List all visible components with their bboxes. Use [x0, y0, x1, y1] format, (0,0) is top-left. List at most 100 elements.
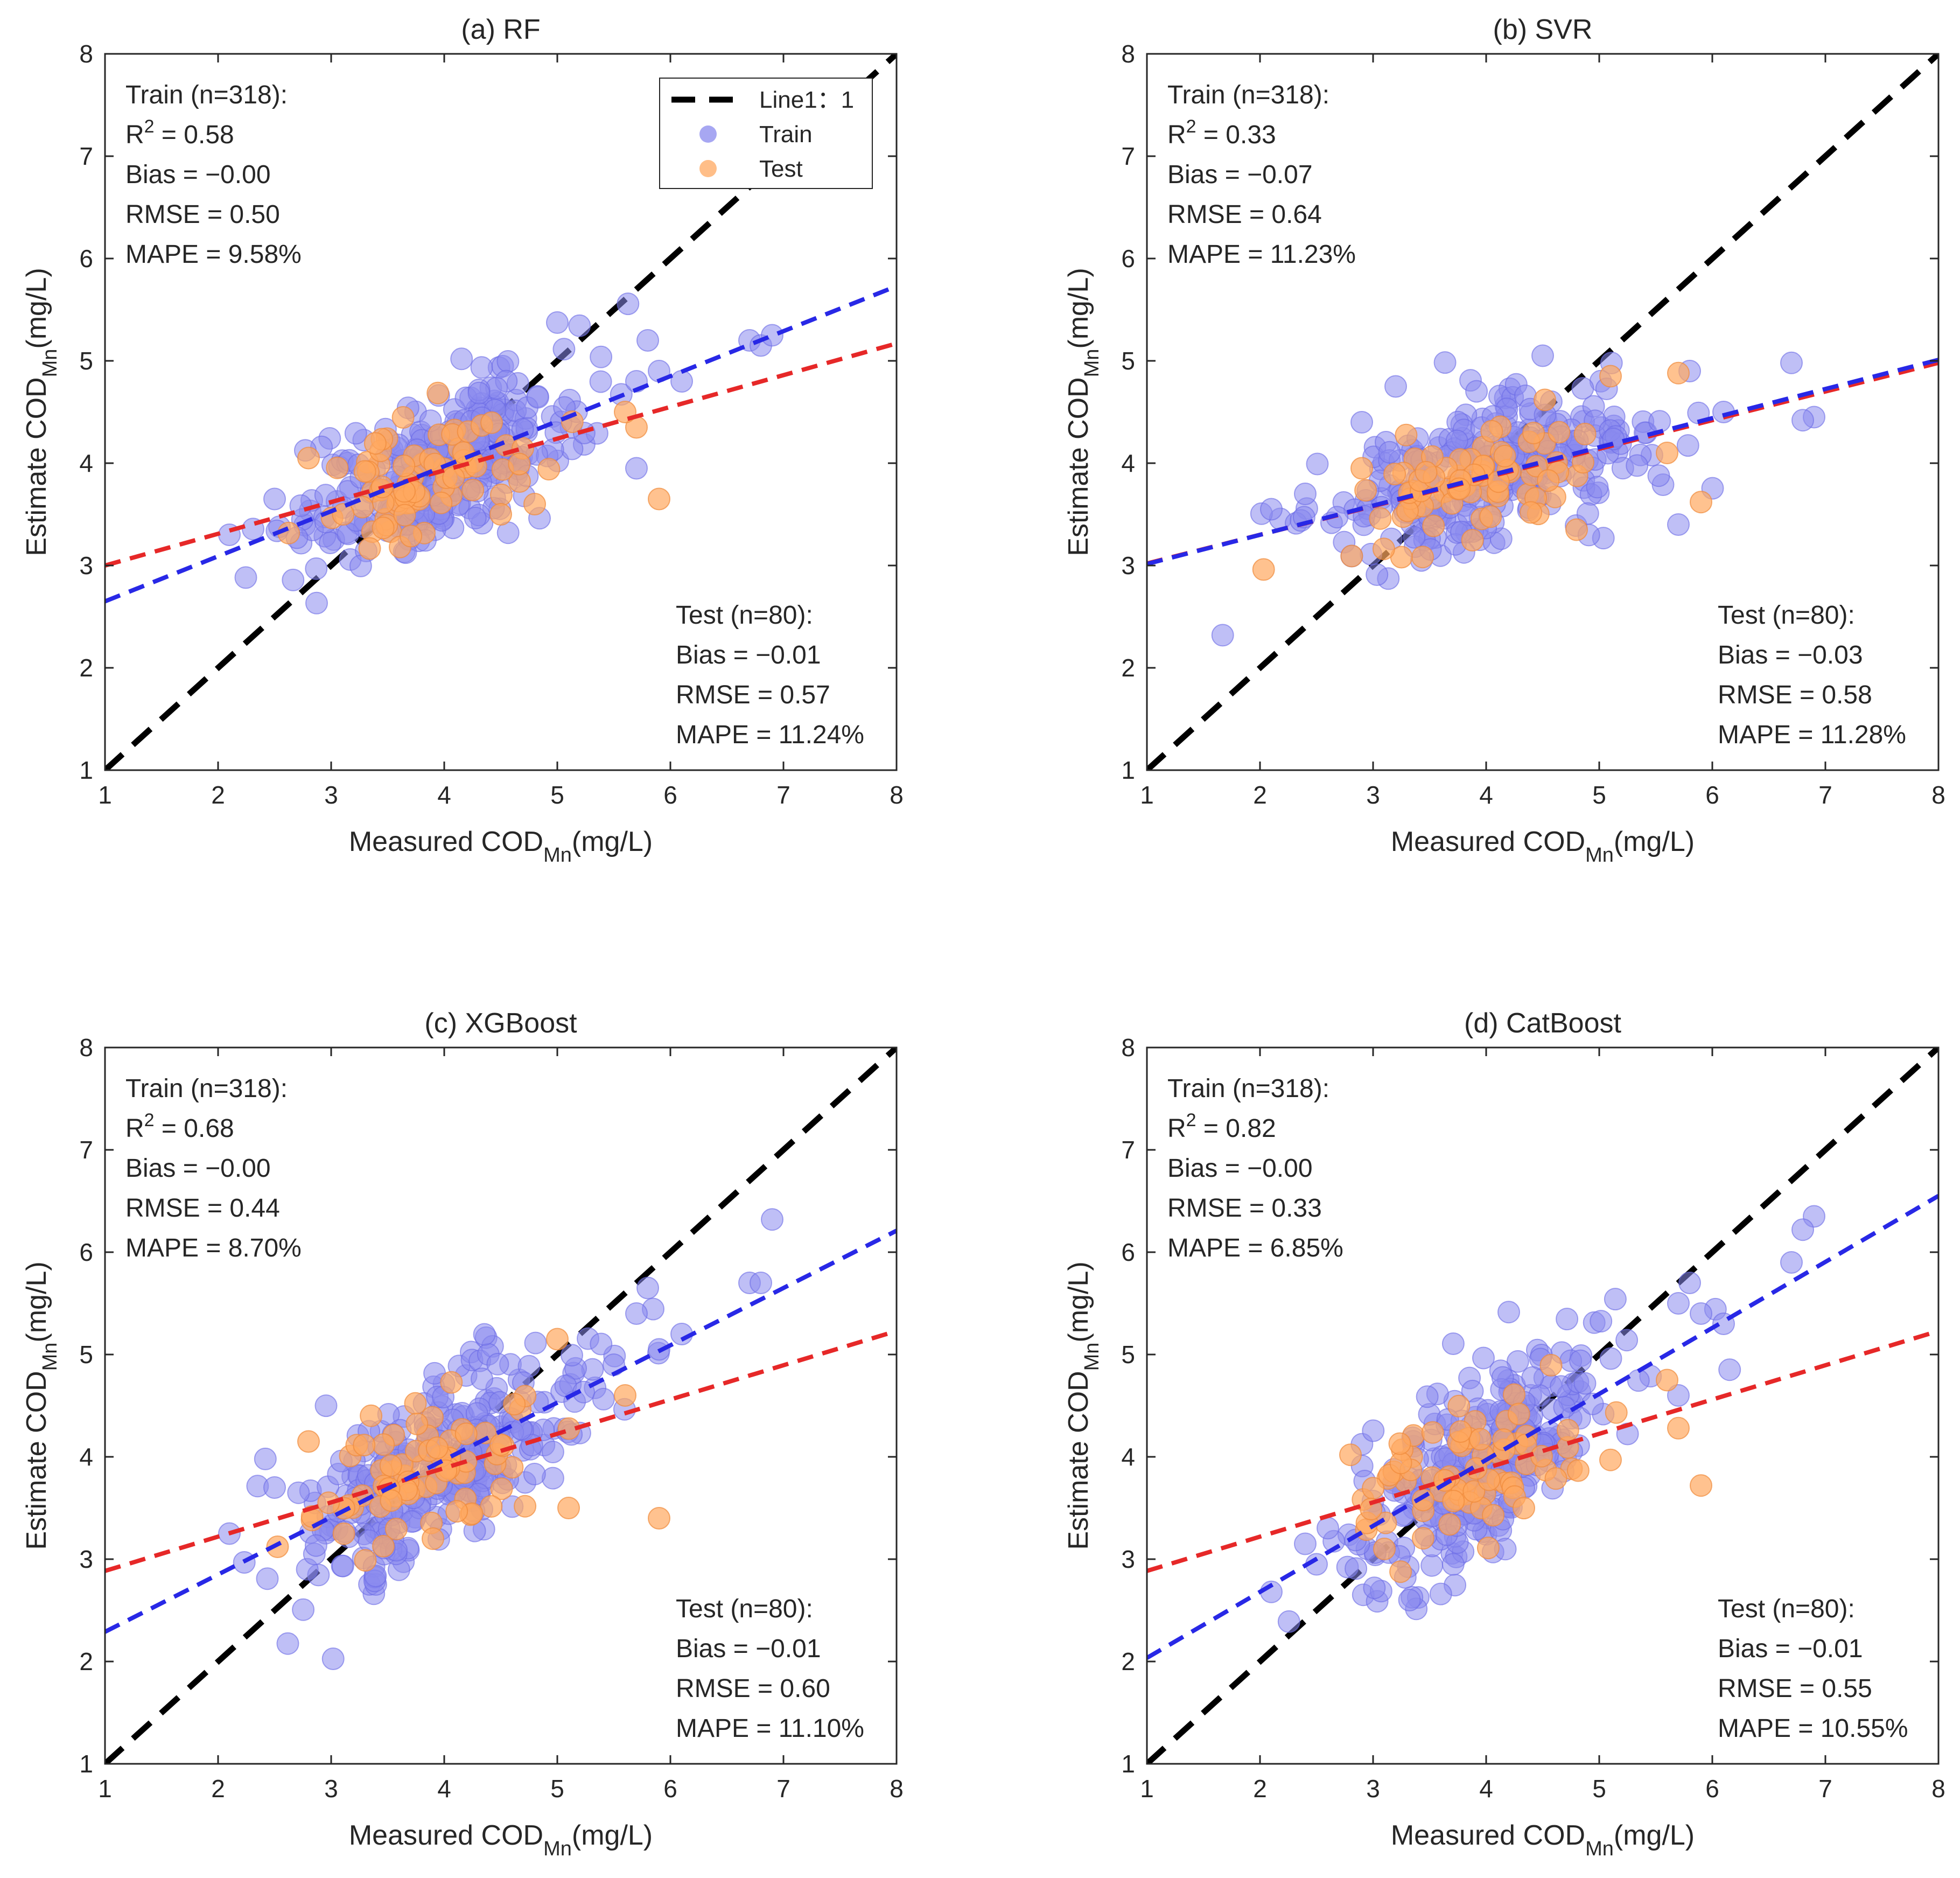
x-axis-ticks: 1 2 3 4 5 6 7 8	[1140, 54, 1945, 809]
test-bias: Bias = −0.01	[676, 1635, 821, 1663]
test-point	[537, 458, 561, 481]
test-point	[372, 1433, 395, 1456]
test-fit-line	[105, 341, 897, 568]
panel-title: (c) XGBoost	[424, 1008, 577, 1039]
train-point	[1571, 377, 1594, 400]
test-header: Test (n=80):	[676, 1595, 813, 1623]
x-axis-label-unit: (mg/L)	[572, 1820, 653, 1851]
train-r2-sup: 2	[1186, 1110, 1196, 1130]
axes-box	[104, 1046, 898, 1765]
test-rmse: RMSE = 0.57	[676, 681, 830, 709]
train-point	[254, 1447, 277, 1470]
x-tick-label: 7	[776, 1775, 790, 1803]
y-tick-label: 5	[79, 347, 93, 375]
train-point	[1441, 1553, 1465, 1576]
test-stats: Test (n=80): Bias = −0.01 RMSE = 0.57 MAPE …	[676, 601, 864, 749]
train-r2-value: = 0.58	[155, 121, 234, 149]
y-axis-label: Estimate CODMn(mg/L)	[21, 268, 61, 556]
y-tick-label: 1	[79, 1750, 93, 1778]
y-tick-label: 1	[79, 756, 93, 784]
x-tick-label: 7	[1818, 1775, 1832, 1803]
test-point	[1656, 442, 1678, 464]
y-axis-label-sub: Mn	[39, 1343, 61, 1371]
train-fit-line	[105, 284, 897, 604]
test-point	[1556, 1419, 1579, 1442]
test-point	[490, 483, 513, 506]
x-axis-label-main: Measured COD	[1391, 1820, 1585, 1851]
train-point	[473, 1323, 496, 1346]
panel-title: (a) RF	[461, 14, 540, 45]
x-tick-label: 7	[1818, 781, 1832, 809]
x-tick-label: 6	[1705, 1775, 1719, 1803]
test-bias: Bias = −0.01	[676, 641, 821, 669]
x-tick-label: 7	[776, 781, 790, 809]
test-point	[503, 1393, 526, 1416]
test-point	[1522, 422, 1545, 444]
train-point	[331, 1554, 354, 1577]
test-header: Test (n=80):	[676, 601, 813, 630]
legend-label: Line1：1	[759, 87, 854, 113]
test-point	[1503, 1383, 1525, 1406]
y-tick-label: 2	[79, 1647, 93, 1675]
y-tick-label: 2	[1121, 654, 1135, 682]
y-axis-label-sub: Mn	[39, 349, 61, 378]
train-header: Train (n=318):	[125, 81, 288, 109]
train-point	[1553, 1395, 1576, 1419]
x-tick-label: 1	[98, 781, 112, 809]
train-point	[1497, 1301, 1520, 1324]
test-point	[1566, 1459, 1590, 1482]
legend-marker-swatch	[699, 160, 717, 177]
legend-box	[659, 78, 873, 189]
test-point	[393, 455, 416, 477]
x-tick-label: 6	[663, 1775, 677, 1803]
train-point	[467, 381, 491, 404]
test-point	[546, 1328, 569, 1351]
train-point	[1350, 411, 1373, 434]
train-bias: Bias = −0.07	[1167, 160, 1313, 189]
test-point	[363, 432, 387, 455]
test-point	[379, 1454, 402, 1477]
test-point	[1383, 463, 1406, 486]
train-point	[1429, 1582, 1452, 1605]
train-stats: Train (n=318): R2 = 0.82 Bias = −0.00 RMSE …	[1167, 1074, 1343, 1262]
train-point	[546, 311, 569, 334]
train-bias: Bias = −0.00	[125, 160, 271, 189]
test-point	[1690, 1474, 1712, 1497]
test-point	[1415, 460, 1438, 484]
train-point	[1626, 454, 1649, 477]
test-point	[372, 516, 395, 540]
test-point	[1513, 1497, 1535, 1520]
x-tick-label: 5	[1592, 781, 1606, 809]
x-axis-label-unit: (mg/L)	[1614, 826, 1695, 857]
train-r2: R2 = 0.68	[125, 1110, 234, 1143]
test-point	[1544, 1467, 1567, 1490]
y-tick-label: 3	[1121, 551, 1135, 580]
x-tick-label: 5	[1592, 1775, 1606, 1803]
test-point	[1340, 544, 1363, 568]
test-point	[480, 411, 503, 434]
test-point	[297, 446, 320, 470]
test-point	[404, 1392, 427, 1415]
train-point	[1599, 1347, 1622, 1370]
y-tick-label: 1	[1121, 1750, 1135, 1778]
train-point	[1780, 351, 1803, 374]
test-point	[1480, 420, 1503, 443]
train-point	[1211, 624, 1234, 647]
x-axis-label-sub: Mn	[543, 1838, 572, 1860]
test-point	[442, 466, 465, 489]
train-point	[1345, 1557, 1368, 1580]
test-point	[393, 504, 416, 527]
train-point	[1604, 1288, 1627, 1311]
test-point	[391, 406, 415, 429]
train-point	[1416, 1385, 1439, 1408]
x-tick-label: 3	[324, 781, 338, 809]
test-point	[1442, 1490, 1465, 1513]
train-point	[1465, 380, 1488, 403]
x-tick-label: 4	[1479, 1775, 1493, 1803]
y-axis-label-unit: (mg/L)	[21, 268, 52, 348]
test-point	[266, 1535, 289, 1558]
y-axis-ticks: 1 2 3 4 5 6 7 8	[79, 40, 897, 784]
y-axis-label-main: Estimate COD	[21, 377, 52, 556]
test-mape: MAPE = 10.55%	[1718, 1714, 1908, 1743]
